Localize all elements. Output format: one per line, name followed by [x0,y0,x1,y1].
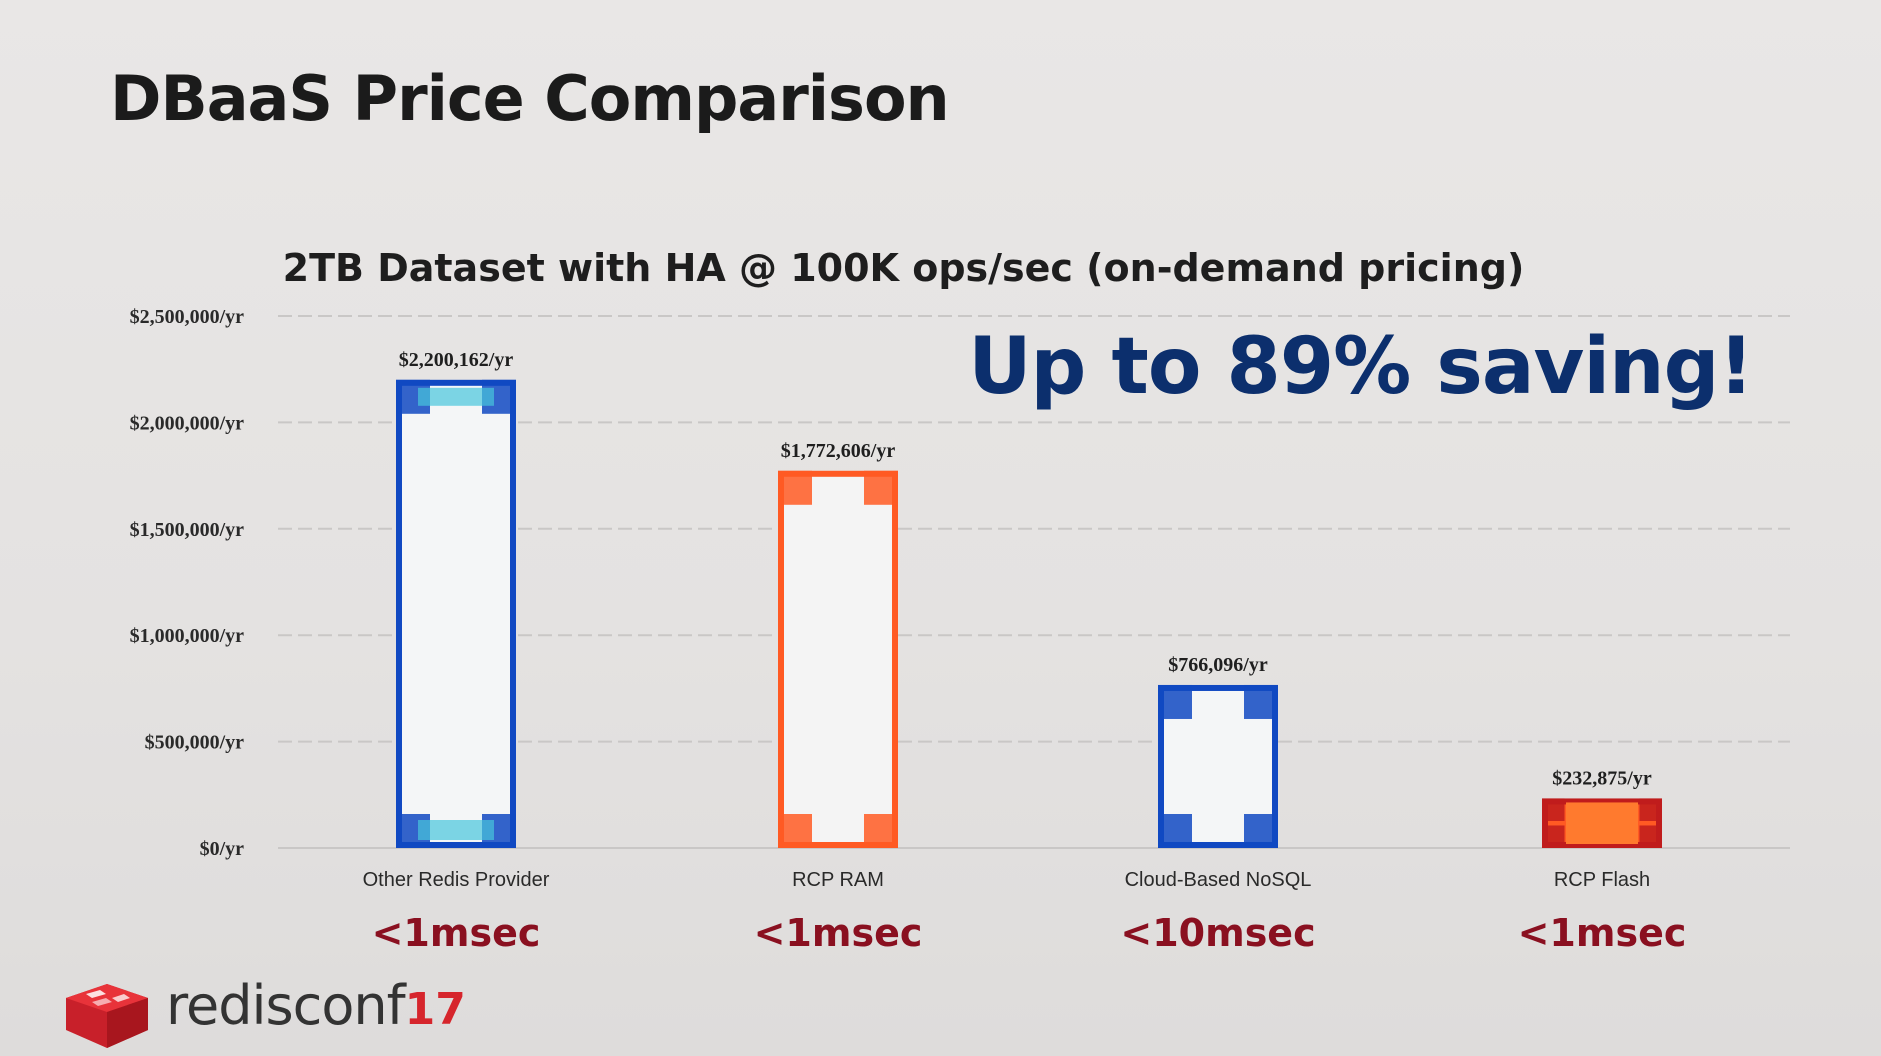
logo-wordmark: redisconf17 [166,974,466,1037]
chart-title: 2TB Dataset with HA @ 100K ops/sec (on-d… [0,246,1881,290]
bar-corner [1158,814,1192,848]
bar-corner [778,470,812,505]
latency-label: <1msec [1518,911,1687,955]
x-category-label: Cloud-Based NoSQL [1125,869,1312,891]
y-tick-label: $2,000,000/yr [130,412,245,434]
bar-corner [1158,684,1192,719]
latency-label: <10msec [1120,911,1315,955]
y-tick-label: $2,500,000/yr [130,306,245,328]
x-category-label: Other Redis Provider [363,869,550,891]
bar-corner [1542,798,1565,821]
redis-cube-icon [66,984,148,1048]
x-category-label: RCP RAM [792,869,884,891]
latency-label: <1msec [372,911,541,955]
data-label: $232,875/yr [1552,767,1652,789]
slide-title: DBaaS Price Comparison [110,62,950,135]
savings-callout: Up to 89% saving! [968,322,1754,412]
bar-texture [418,387,494,406]
bar [778,470,898,848]
bar-corner [1542,825,1565,848]
bar-texture [418,820,494,840]
data-label: $1,772,606/yr [781,440,896,462]
data-label: $766,096/yr [1168,654,1268,676]
y-tick-label: $500,000/yr [145,732,245,754]
bar-corner [778,814,812,848]
bar-corner [1244,814,1278,848]
bar-highlight [1566,802,1638,844]
latency-label: <1msec [754,911,923,955]
x-category-label: RCP Flash [1554,869,1650,891]
redisconf-logo: redisconf17 [62,974,482,1050]
chart-title-text: 2TB Dataset with HA @ 100K ops/sec (on-d… [282,246,1525,290]
y-tick-label: $1,500,000/yr [130,519,245,541]
bar-corner [1244,684,1278,719]
bar-corner [1639,798,1662,821]
bar-corner [1639,825,1662,848]
bar [396,379,516,848]
y-tick-label: $0/yr [200,838,245,860]
bar-corner [864,470,898,505]
bar-corner [864,814,898,848]
y-tick-label: $1,000,000/yr [130,625,245,647]
data-label: $2,200,162/yr [399,349,514,371]
